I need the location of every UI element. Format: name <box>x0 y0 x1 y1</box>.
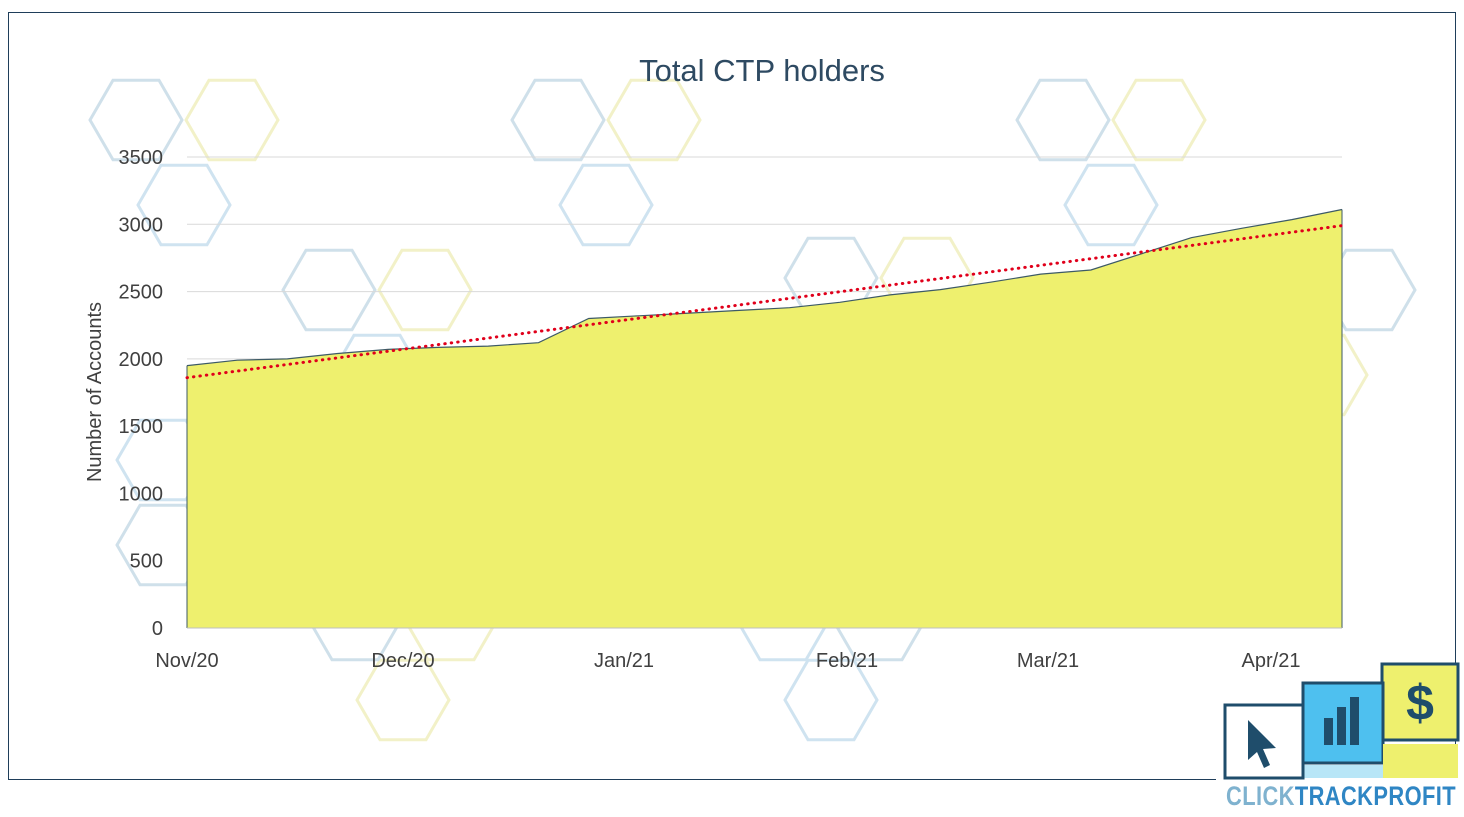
icon-bar-1 <box>1324 718 1333 745</box>
x-tick-label: Apr/21 <box>1242 650 1301 672</box>
x-tick-label: Nov/20 <box>155 650 218 672</box>
x-tick-label: Feb/21 <box>816 650 878 672</box>
logo-blue-stripe <box>1303 765 1383 778</box>
icon-bar-3 <box>1350 697 1359 745</box>
watermark-hex <box>606 78 702 162</box>
watermark-hex <box>558 163 654 247</box>
cursor-icon <box>1223 703 1305 780</box>
watermark-hex <box>281 248 377 332</box>
icon-bar-2 <box>1337 707 1346 745</box>
y-tick-label: 1500 <box>119 416 164 438</box>
logo-word-profit: PROFIT <box>1373 781 1456 811</box>
series-line <box>186 208 1343 367</box>
y-tick-label: 2500 <box>119 282 164 304</box>
watermark-hex <box>510 78 606 162</box>
x-tick-label: Mar/21 <box>1017 650 1079 672</box>
series-layer <box>186 208 1343 629</box>
y-tick-label: 0 <box>152 618 163 640</box>
logo-word-track: TRACK <box>1295 781 1374 811</box>
watermark-hex <box>136 163 232 247</box>
watermark-hex <box>355 658 451 742</box>
x-axis-ticks: Nov/20 Dec/20 Jan/21 Feb/21 Mar/21 Apr/21 <box>155 650 1300 672</box>
y-tick-label: 2000 <box>119 349 164 371</box>
y-tick-label: 3000 <box>119 214 164 236</box>
x-tick-label: Dec/20 <box>371 650 434 672</box>
chart-title: Total CTP holders <box>639 53 885 88</box>
dollar-icon: $ <box>1380 662 1460 742</box>
watermark-hex <box>115 503 211 587</box>
x-tick-label: Jan/21 <box>594 650 654 672</box>
watermark-hex <box>783 658 879 742</box>
y-tick-label: 1000 <box>119 483 164 505</box>
bar-chart-icon <box>1301 681 1385 765</box>
logo-yellow-stripe <box>1383 744 1458 778</box>
dollar-tile <box>1380 662 1460 742</box>
logo-word-click: CLICK <box>1226 781 1295 811</box>
watermark-hex <box>115 418 211 502</box>
watermark-hex <box>1111 78 1207 162</box>
trendline <box>185 224 1344 380</box>
watermark-hex <box>1015 78 1111 162</box>
logo-wordmark: CLICKTRACKPROFIT <box>1226 781 1456 811</box>
clicktrackprofit-logo: $ CLICKTRACKPROFIT <box>1216 662 1460 816</box>
watermark-hex <box>88 78 184 162</box>
y-tick-label: 500 <box>130 551 163 573</box>
watermark-hex <box>1063 163 1159 247</box>
dollar-glyph: $ <box>1406 675 1434 731</box>
cursor-glyph <box>1248 720 1276 768</box>
y-axis-ticks: 0 500 1000 1500 2000 2500 3000 3500 <box>119 147 164 640</box>
y-tick-label: 3500 <box>119 147 164 169</box>
watermark-hex <box>184 78 280 162</box>
area-fill <box>187 209 1342 628</box>
watermark-hex <box>377 248 473 332</box>
trendline-layer <box>185 224 1344 380</box>
y-axis-label: Number of Accounts <box>84 302 106 482</box>
